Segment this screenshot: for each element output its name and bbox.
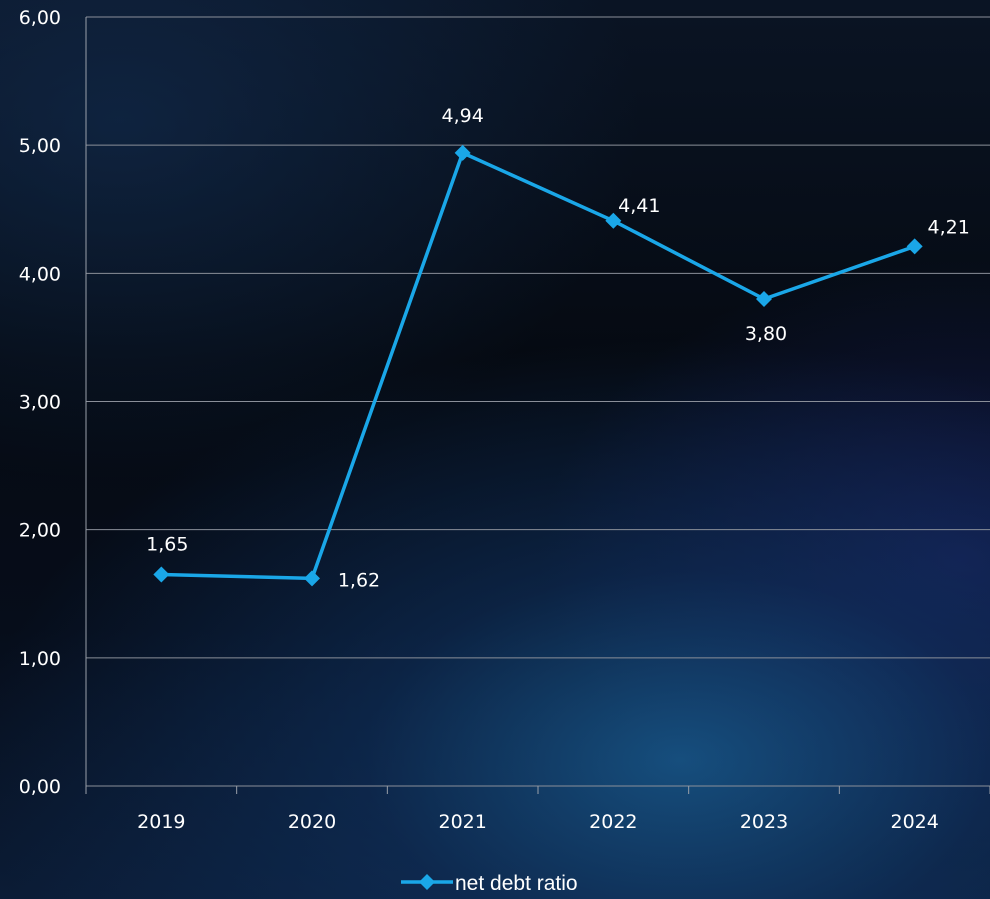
data-label: 1,62 [338, 569, 380, 591]
data-point-marker[interactable] [454, 144, 471, 161]
y-axis: 0,00 1,00 2,00 3,00 4,00 5,00 6,00 [19, 7, 87, 798]
x-tick-label: 2019 [137, 811, 185, 833]
data-label: 4,21 [928, 216, 970, 238]
legend-diamond-marker [419, 874, 435, 890]
data-label: 4,94 [442, 105, 484, 127]
data-point-marker[interactable] [153, 566, 170, 583]
y-tick-label: 0,00 [19, 776, 61, 798]
x-tick-label: 2024 [890, 811, 938, 833]
legend[interactable]: net debt ratio [401, 872, 578, 895]
data-label: 3,80 [745, 323, 787, 345]
data-label: 1,65 [146, 534, 188, 556]
y-tick-label: 6,00 [19, 7, 61, 29]
y-tick-label: 5,00 [19, 135, 61, 157]
grid-lines [86, 16, 990, 787]
data-point-marker[interactable] [756, 290, 772, 307]
data-point-marker[interactable] [906, 238, 923, 255]
y-tick-label: 1,00 [19, 648, 61, 670]
x-tick-label: 2022 [589, 811, 637, 833]
series-line [161, 151, 916, 581]
x-tick-label: 2023 [740, 811, 788, 833]
x-tick-label: 2021 [438, 811, 486, 833]
data-label: 4,41 [618, 195, 660, 217]
x-tick-label: 2020 [288, 811, 336, 833]
y-tick-label: 2,00 [19, 520, 61, 542]
series-group [153, 144, 923, 587]
data-point-marker[interactable] [605, 212, 622, 229]
y-tick-label: 4,00 [19, 263, 61, 285]
y-tick-label: 3,00 [19, 392, 61, 414]
x-axis: 2019 2020 2021 2022 2023 2024 [85, 786, 990, 833]
data-point-marker[interactable] [304, 570, 320, 587]
legend-label: net debt ratio [455, 872, 578, 895]
data-labels: 1,65 1,62 4,94 4,41 3,80 4,21 [146, 105, 970, 592]
